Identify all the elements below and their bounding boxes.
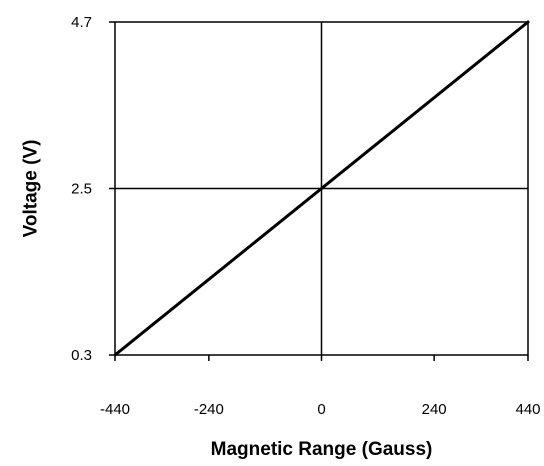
x-tick-label: 0 <box>317 401 325 418</box>
plot-area-frame <box>114 21 529 356</box>
x-tick-label: 440 <box>515 401 540 418</box>
x-tick-label: -240 <box>194 401 224 418</box>
voltage-series-line <box>113 20 530 357</box>
y-tick-label: 4.7 <box>71 14 92 31</box>
y-tick-label: 0.3 <box>71 347 92 364</box>
y-axis-ticks: 0.3 2.5 4.7 <box>71 14 115 364</box>
x-axis-title: Magnetic Range (Gauss) <box>211 439 433 460</box>
y-tick-label: 2.5 <box>71 181 92 198</box>
x-tick-label: 240 <box>422 401 447 418</box>
x-tick-label: -440 <box>100 401 130 418</box>
series-group <box>113 20 530 357</box>
x-axis-ticks: -440 -240 0 240 440 <box>100 355 541 418</box>
y-axis-title: Voltage (V) <box>21 140 42 238</box>
